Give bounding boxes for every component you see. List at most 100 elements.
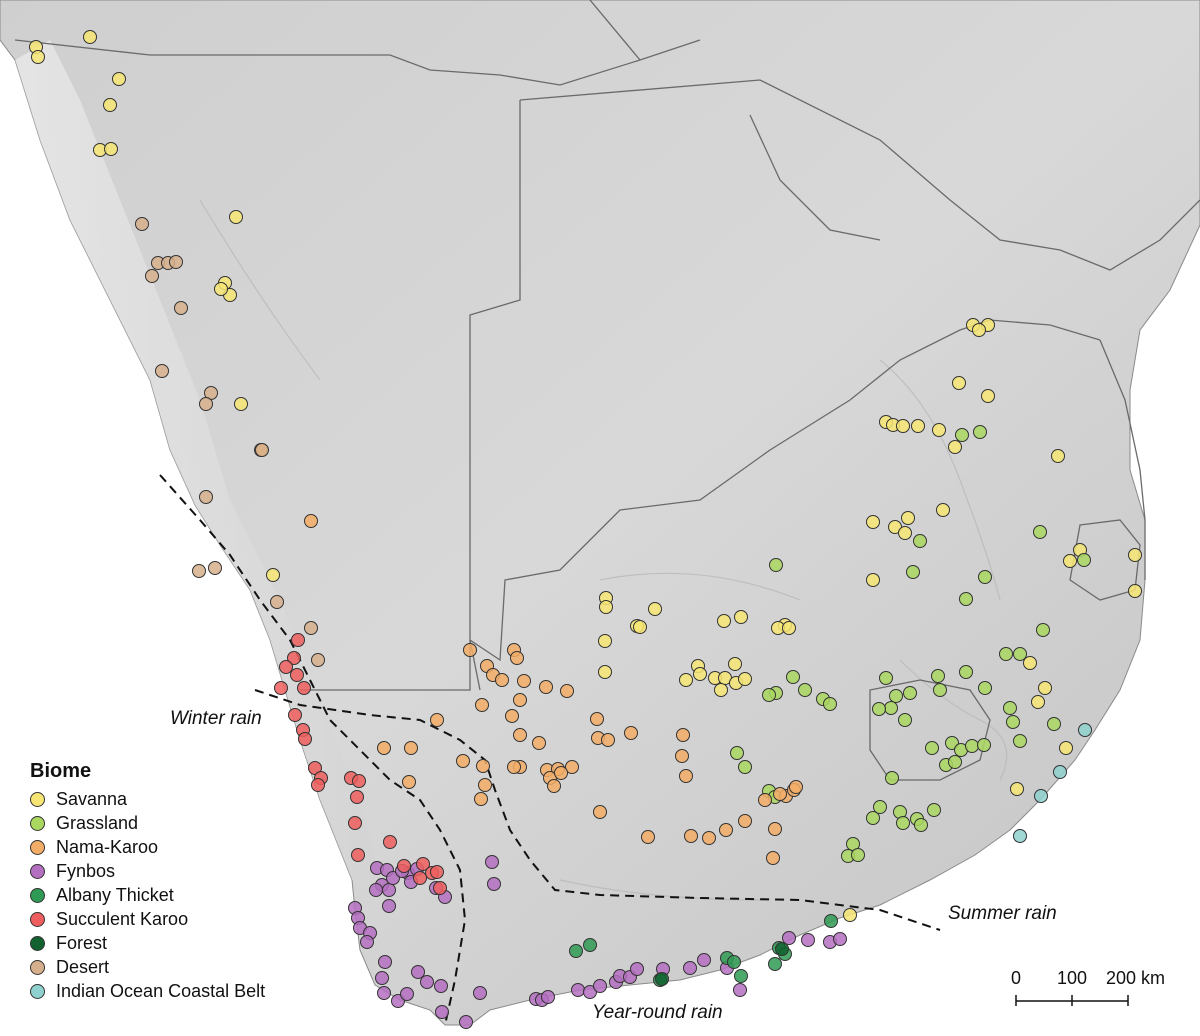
sample-point-grassland bbox=[898, 713, 912, 727]
sample-point-grassland bbox=[730, 746, 744, 760]
sample-point-succulent-karoo bbox=[291, 633, 305, 647]
sample-point-savanna bbox=[598, 634, 612, 648]
sample-point-savanna bbox=[229, 210, 243, 224]
sample-point-grassland bbox=[903, 686, 917, 700]
sample-point-fynbos bbox=[593, 979, 607, 993]
sample-point-savanna bbox=[112, 72, 126, 86]
sample-point-savanna bbox=[1038, 681, 1052, 695]
sample-point-succulent-karoo bbox=[416, 857, 430, 871]
legend-swatch bbox=[30, 983, 45, 999]
sample-point-savanna bbox=[896, 419, 910, 433]
sample-point-grassland bbox=[913, 534, 927, 548]
sample-point-savanna bbox=[234, 397, 248, 411]
sample-point-savanna bbox=[981, 389, 995, 403]
sample-point-desert bbox=[155, 364, 169, 378]
sample-point-nama-karoo bbox=[510, 651, 524, 665]
sample-point-succulent-karoo bbox=[274, 681, 288, 695]
sample-point-savanna bbox=[728, 657, 742, 671]
sample-point-grassland bbox=[1013, 647, 1027, 661]
sample-point-indian-ocean bbox=[1013, 829, 1027, 843]
sample-point-indian-ocean bbox=[1034, 789, 1048, 803]
sample-point-grassland bbox=[1003, 701, 1017, 715]
sample-point-savanna bbox=[1031, 695, 1045, 709]
summer-rain-label: Summer rain bbox=[948, 903, 1057, 924]
sample-point-grassland bbox=[769, 558, 783, 572]
sample-point-succulent-karoo bbox=[348, 816, 362, 830]
sample-point-fynbos bbox=[435, 1005, 449, 1019]
sample-point-savanna bbox=[972, 323, 986, 337]
sample-point-forest bbox=[655, 972, 669, 986]
scale-tick-0: 0 bbox=[1010, 968, 1022, 988]
sample-point-succulent-karoo bbox=[433, 881, 447, 895]
sample-point-succulent-karoo bbox=[397, 859, 411, 873]
sample-point-nama-karoo bbox=[675, 749, 689, 763]
sample-point-desert bbox=[174, 301, 188, 315]
sample-point-grassland bbox=[906, 565, 920, 579]
sample-point-grassland bbox=[973, 425, 987, 439]
sample-point-forest bbox=[775, 942, 789, 956]
sample-point-grassland bbox=[885, 771, 899, 785]
sample-point-nama-karoo bbox=[758, 793, 772, 807]
sample-point-nama-karoo bbox=[593, 805, 607, 819]
sample-point-nama-karoo bbox=[590, 712, 604, 726]
sample-point-nama-karoo bbox=[478, 778, 492, 792]
sample-point-fynbos bbox=[630, 962, 644, 976]
sample-point-desert bbox=[199, 397, 213, 411]
sample-point-albany-thicket bbox=[824, 914, 838, 928]
sample-point-fynbos bbox=[434, 979, 448, 993]
legend-label: Albany Thicket bbox=[56, 884, 174, 905]
legend-title: Biome bbox=[30, 760, 92, 782]
sample-point-nama-karoo bbox=[505, 709, 519, 723]
sample-point-fynbos bbox=[487, 877, 501, 891]
sample-point-nama-karoo bbox=[495, 673, 509, 687]
sample-point-succulent-karoo bbox=[383, 835, 397, 849]
sample-point-grassland bbox=[948, 755, 962, 769]
sample-point-nama-karoo bbox=[476, 759, 490, 773]
sample-point-grassland bbox=[896, 816, 910, 830]
terrain-relief bbox=[199, 199, 1008, 901]
sample-point-fynbos bbox=[541, 990, 555, 1004]
sample-point-albany-thicket bbox=[734, 969, 748, 983]
sample-point-savanna bbox=[898, 526, 912, 540]
sample-point-grassland bbox=[978, 570, 992, 584]
legend-item: Albany Thicket bbox=[30, 883, 265, 907]
sample-point-fynbos bbox=[801, 933, 815, 947]
sample-point-albany-thicket bbox=[569, 944, 583, 958]
sample-point-succulent-karoo bbox=[297, 681, 311, 695]
sample-point-nama-karoo bbox=[377, 741, 391, 755]
sample-point-grassland bbox=[884, 701, 898, 715]
year-round-rain-label: Year-round rain bbox=[592, 1002, 723, 1023]
scale-tick-100: 100 bbox=[1056, 968, 1088, 988]
legend-swatch bbox=[30, 815, 45, 831]
sample-point-grassland bbox=[999, 647, 1013, 661]
sample-point-albany-thicket bbox=[727, 955, 741, 969]
legend-label: Desert bbox=[56, 956, 110, 977]
sample-point-grassland bbox=[925, 741, 939, 755]
sample-point-nama-karoo bbox=[517, 674, 531, 688]
sample-point-nama-karoo bbox=[679, 769, 693, 783]
sample-point-grassland bbox=[866, 811, 880, 825]
sample-point-fynbos bbox=[697, 953, 711, 967]
sample-point-savanna bbox=[693, 667, 707, 681]
sample-point-desert bbox=[208, 561, 222, 575]
sample-point-fynbos bbox=[485, 855, 499, 869]
sample-point-grassland bbox=[931, 669, 945, 683]
sample-point-nama-karoo bbox=[719, 823, 733, 837]
sample-point-savanna bbox=[952, 376, 966, 390]
sample-point-nama-karoo bbox=[676, 728, 690, 742]
sample-point-nama-karoo bbox=[624, 726, 638, 740]
sample-point-nama-karoo bbox=[304, 514, 318, 528]
sample-point-nama-karoo bbox=[404, 741, 418, 755]
sample-point-savanna bbox=[1059, 741, 1073, 755]
sample-point-grassland bbox=[1033, 525, 1047, 539]
sample-point-grassland bbox=[927, 803, 941, 817]
sample-point-grassland bbox=[889, 689, 903, 703]
legend-label: Nama-Karoo bbox=[56, 836, 159, 857]
sample-point-desert bbox=[270, 595, 284, 609]
sample-point-grassland bbox=[977, 738, 991, 752]
sample-point-savanna bbox=[1023, 656, 1037, 670]
sample-point-savanna bbox=[717, 614, 731, 628]
sample-point-nama-karoo bbox=[738, 814, 752, 828]
sample-point-savanna bbox=[866, 573, 880, 587]
sample-point-desert bbox=[199, 490, 213, 504]
